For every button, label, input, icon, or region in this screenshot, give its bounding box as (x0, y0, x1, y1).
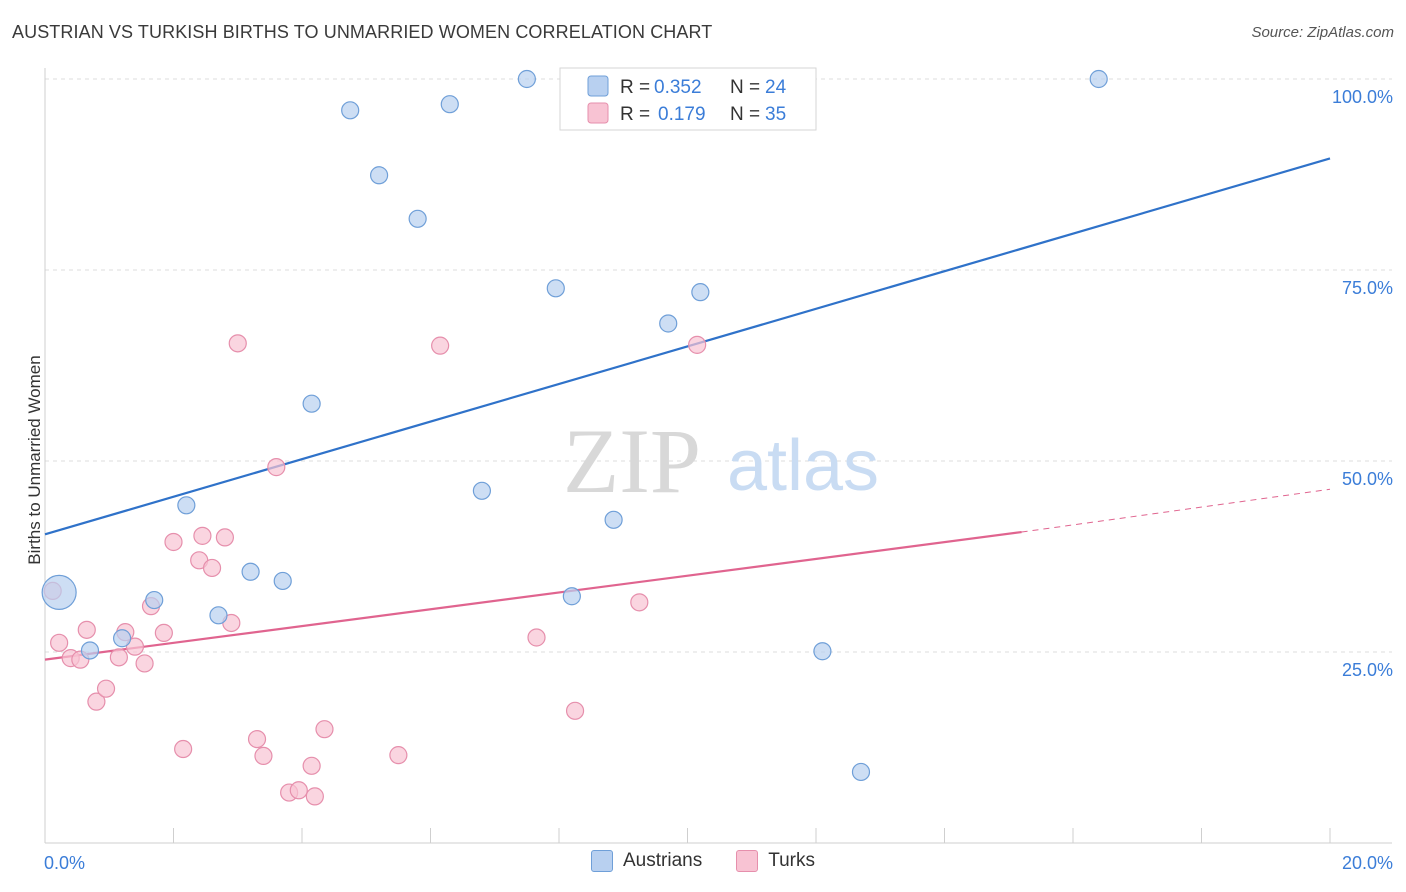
turks-point (109, 648, 128, 667)
y-tick-label: 25.0% (1342, 660, 1393, 680)
austrians-n-label: N = (730, 77, 760, 98)
legend-item-turks[interactable]: Turks (736, 850, 815, 872)
turks-point (215, 528, 234, 547)
turks-r-label: R = (620, 104, 650, 125)
austrians-point (604, 510, 623, 529)
data-points (41, 69, 1108, 806)
watermark: ZIP atlas (563, 410, 879, 512)
turks-point (688, 335, 707, 354)
austrians-swatch (587, 75, 609, 97)
turks-n-label: N = (730, 104, 760, 125)
turks-point (228, 334, 247, 353)
chart-title: AUSTRIAN VS TURKISH BIRTHS TO UNMARRIED … (12, 22, 713, 42)
austrians-point (41, 574, 77, 611)
austrians-r-label: R = (620, 77, 650, 98)
austrians-point (1089, 69, 1108, 89)
turks-trendline (44, 530, 1022, 661)
turks-point (164, 532, 183, 552)
austrians-point (562, 587, 581, 606)
austrians-point (517, 69, 536, 89)
austrians-r-value: 0.352 (654, 77, 702, 98)
turks-point (305, 787, 324, 806)
turks-point (247, 729, 267, 749)
turks-point (302, 756, 321, 775)
austrians-point (341, 101, 360, 120)
austrians-point (851, 762, 871, 782)
austrians-point (440, 95, 459, 114)
austrians-point (659, 314, 678, 333)
austrians-point (241, 562, 260, 581)
tick-labels: 25.0% 50.0% 75.0% 100.0% 0.0% 20.0% (44, 87, 1393, 873)
turks-point (193, 526, 212, 545)
turks-point (77, 620, 96, 639)
legend-austrians-label: Austrians (623, 850, 703, 871)
austrians-n-value: 24 (765, 77, 787, 98)
austrians-point (408, 209, 427, 228)
turks-point (50, 633, 69, 652)
turks-point (630, 593, 649, 612)
series-legend: Austrians Turks (0, 850, 1406, 872)
austrians-point (80, 641, 100, 660)
turks-point (174, 739, 193, 759)
turks-point (527, 628, 546, 647)
turks-point (289, 781, 308, 800)
legend-item-austrians[interactable]: Austrians (591, 850, 702, 872)
watermark-atlas: atlas (727, 426, 879, 506)
turks-point (254, 746, 273, 766)
stats-legend: R = 0.352 N = 24 R = 0.179 N = 35 (559, 67, 817, 131)
x-tick-label: 20.0% (1342, 853, 1393, 873)
y-tick-label: 50.0% (1342, 469, 1393, 489)
turks-point (315, 720, 334, 739)
turks-point (565, 701, 585, 720)
austrians-point (546, 279, 565, 298)
austrians-point (273, 571, 292, 591)
turks-point (154, 623, 173, 643)
x-tick-label: 0.0% (44, 853, 85, 873)
austrians-point (472, 481, 491, 500)
turks-point (267, 458, 286, 477)
turks-swatch (587, 102, 609, 124)
grid-lines (45, 78, 1392, 653)
axes (44, 68, 1392, 844)
watermark-zip: ZIP (563, 410, 701, 512)
legend-turks-label: Turks (768, 850, 815, 871)
turks-point (389, 746, 408, 765)
turks-trendline-extension (1021, 488, 1331, 533)
austrians-point (813, 642, 832, 661)
austrians-point (209, 606, 228, 625)
austrians-point (370, 166, 389, 185)
source-label: Source: ZipAtlas.com (1251, 24, 1394, 41)
trendlines (44, 157, 1331, 661)
turks-point (202, 558, 222, 578)
turks-point (135, 654, 154, 673)
austrians-point (302, 394, 321, 413)
y-tick-label: 100.0% (1332, 87, 1393, 107)
turks-n-value: 35 (765, 104, 786, 125)
austrians-point (145, 590, 164, 610)
turks-point (431, 336, 450, 355)
austrians-point (177, 496, 196, 515)
legend-austrians-swatch (591, 850, 613, 872)
austrians-point (112, 629, 132, 648)
turks-point (125, 637, 145, 656)
austrians-trendline (44, 157, 1331, 536)
turks-point (87, 692, 106, 711)
turks-point (96, 679, 116, 698)
turks-r-value: 0.179 (658, 104, 706, 125)
legend-turks-swatch (736, 850, 759, 872)
austrians-point (691, 283, 710, 302)
y-tick-label: 75.0% (1342, 278, 1393, 298)
